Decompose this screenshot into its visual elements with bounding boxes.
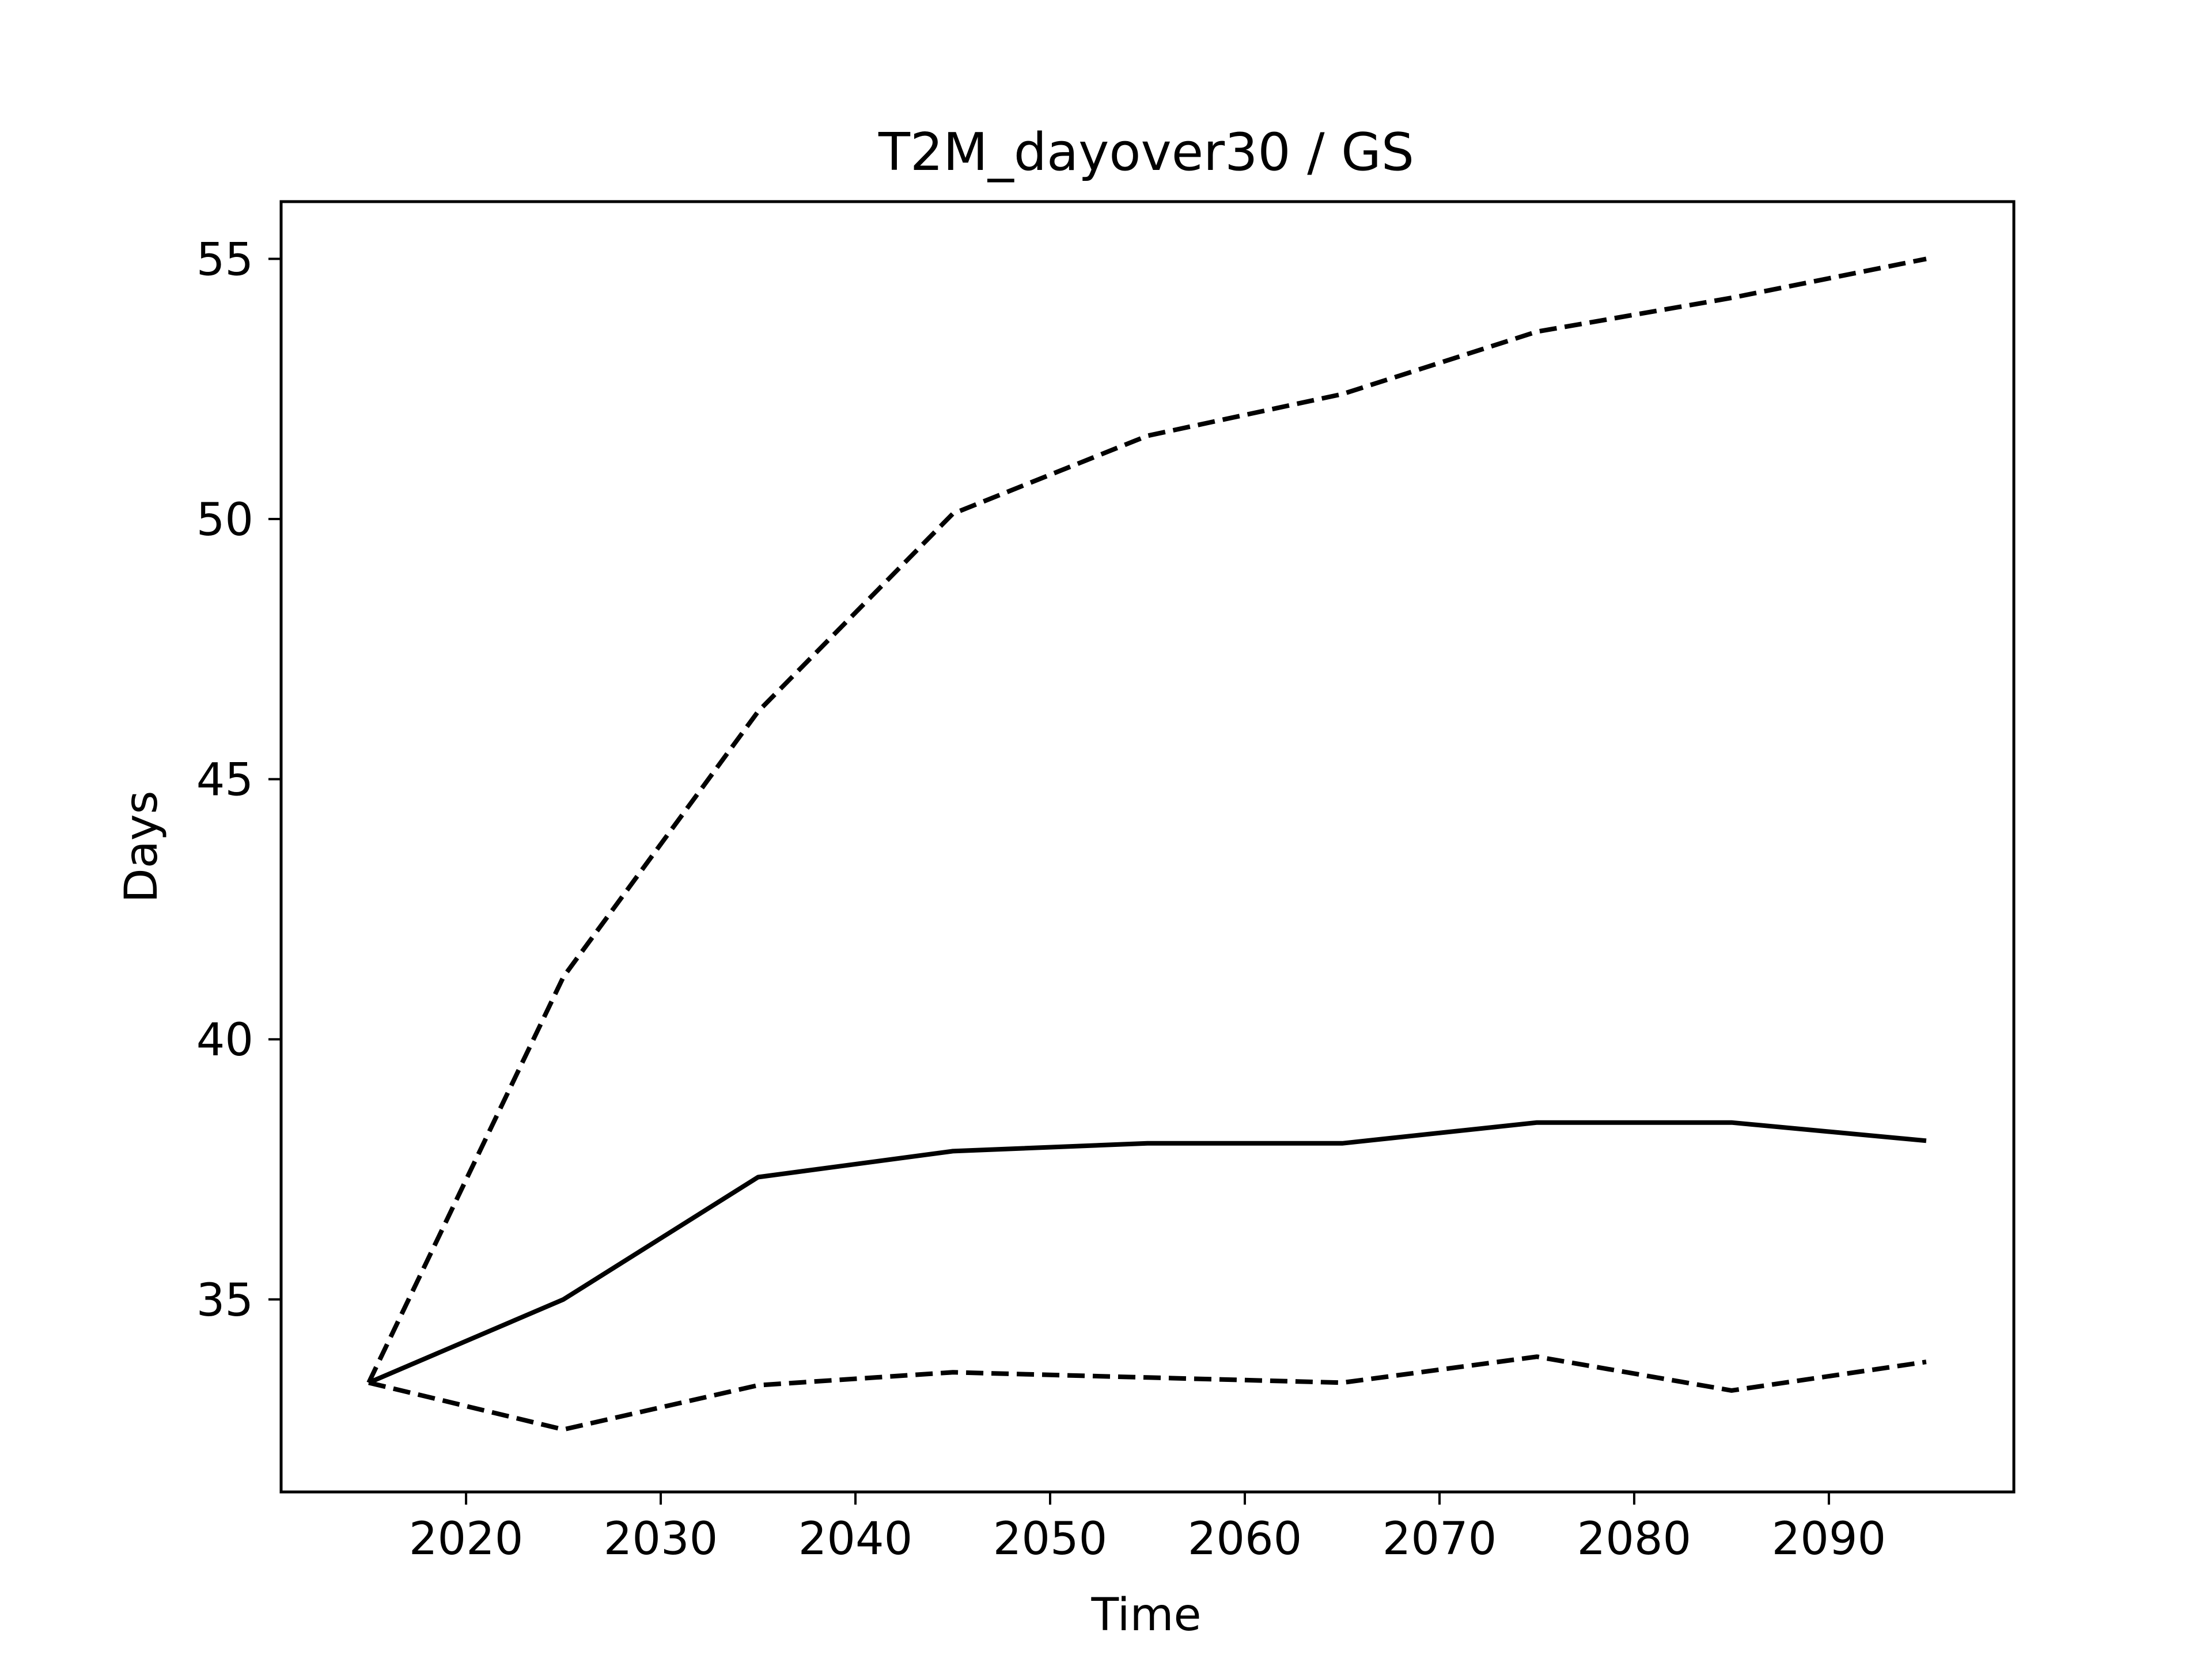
x-tick-label: 2090: [1772, 1513, 1887, 1565]
x-tick-label: 2080: [1577, 1513, 1692, 1565]
x-axis-ticks: 2020 2030 2040 2050 2060 2070 2080 2090: [409, 1492, 1886, 1565]
y-tick-label: 35: [196, 1275, 253, 1327]
y-tick-label: 50: [196, 494, 253, 546]
x-tick-label: 2060: [1188, 1513, 1302, 1565]
y-tick-label: 40: [196, 1014, 253, 1066]
y-tick-label: 45: [196, 755, 253, 806]
series-layer: [366, 256, 1927, 1432]
y-tick-label: 55: [196, 234, 253, 286]
series-line-2: [366, 256, 1927, 1384]
x-tick-label: 2040: [798, 1513, 913, 1565]
series-line-1: [368, 1120, 1927, 1385]
y-axis-ticks: 35 40 45 50 55: [196, 234, 281, 1327]
x-tick-label: 2020: [409, 1513, 524, 1565]
x-axis-label: Time: [1091, 1589, 1202, 1641]
x-tick-label: 2070: [1382, 1513, 1497, 1565]
y-axis-label: Days: [116, 791, 168, 903]
x-tick-label: 2030: [604, 1513, 718, 1565]
series-line-3: [368, 1354, 1927, 1432]
chart-title: T2M_dayover30 / GS: [878, 122, 1414, 183]
plot-frame: [279, 200, 2016, 1494]
x-tick-label: 2050: [993, 1513, 1108, 1565]
